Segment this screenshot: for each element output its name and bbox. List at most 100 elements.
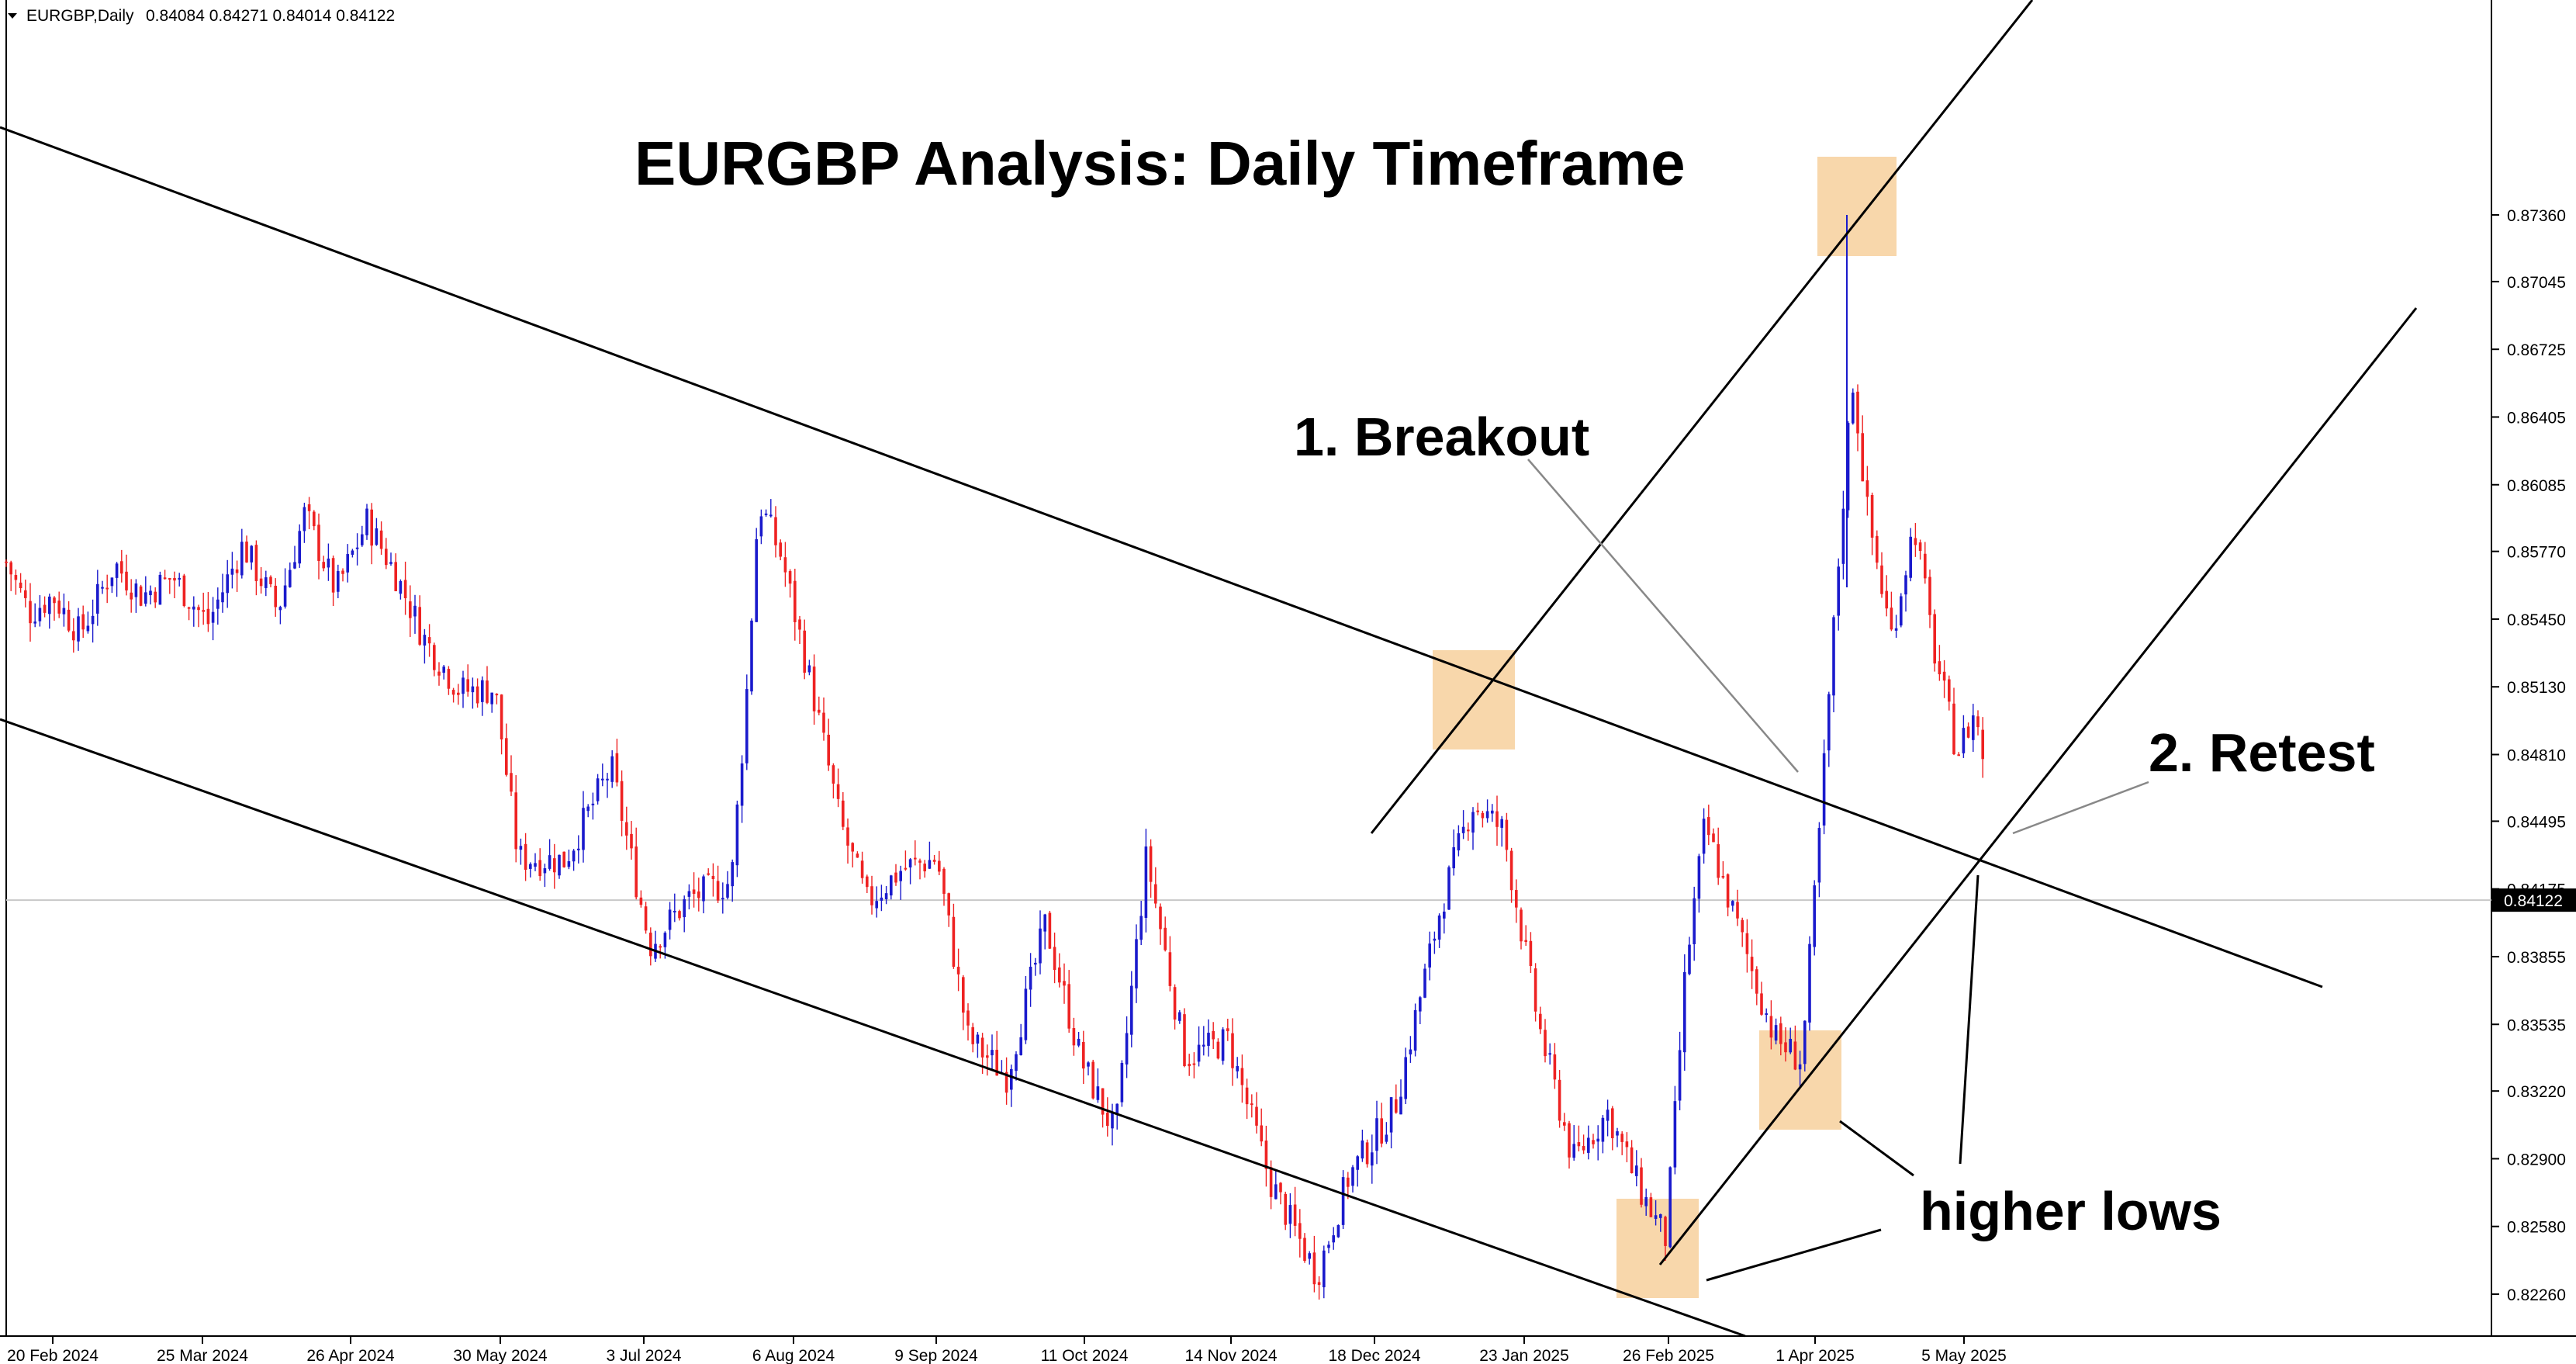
candle-body: [894, 872, 897, 883]
candle-body: [202, 610, 205, 612]
candle-body: [1697, 856, 1701, 899]
candle-body: [457, 692, 460, 695]
candle-body: [923, 864, 926, 872]
candle-body: [711, 875, 715, 880]
candles-group: [5, 215, 1984, 1300]
candle-body: [980, 1037, 984, 1058]
candle-body: [433, 645, 436, 670]
candle-body: [1683, 971, 1686, 1053]
candle-body: [639, 897, 643, 905]
candle-body: [1168, 952, 1172, 986]
candle-body: [875, 901, 878, 909]
candle-body: [663, 933, 667, 947]
candle-body: [293, 562, 296, 569]
candle-body: [1577, 1142, 1581, 1147]
candle-body: [558, 854, 561, 876]
candle-body: [928, 860, 932, 869]
candle-body: [365, 508, 368, 535]
candle-body: [918, 860, 921, 863]
candle-body: [991, 1050, 994, 1056]
candle-body: [1827, 694, 1831, 751]
candle-body: [1154, 884, 1157, 904]
candle-body: [1635, 1165, 1638, 1176]
breakout-highlight-box: [1433, 650, 1515, 750]
candle-body: [659, 946, 662, 948]
candle-body: [514, 792, 517, 850]
candle-body: [1447, 867, 1451, 910]
price-tick-label: 0.87045: [2507, 274, 2566, 292]
candle-body: [1731, 901, 1734, 906]
candle-body: [1765, 1013, 1768, 1016]
candle-body: [245, 542, 248, 563]
candle-body: [1976, 716, 1980, 728]
candle-body: [1856, 391, 1859, 434]
candle-body: [1202, 1044, 1205, 1047]
candle-body: [486, 680, 489, 703]
candle-body: [139, 586, 143, 606]
candle-body: [1524, 940, 1527, 942]
candle-body: [1423, 968, 1426, 998]
candle-body: [427, 637, 431, 644]
current-price-tag: 0.84122: [2492, 888, 2576, 912]
candle-body: [1082, 1041, 1085, 1069]
candle-body: [298, 531, 301, 564]
candle-body: [644, 906, 648, 931]
time-tick-label: 23 Jan 2025: [1479, 1347, 1569, 1364]
candle-body: [1385, 1134, 1388, 1142]
candle-body: [860, 860, 864, 878]
candle-body: [29, 601, 32, 624]
candle-body: [197, 607, 200, 611]
candle-body: [1351, 1167, 1354, 1186]
collapse-arrow-icon[interactable]: [8, 13, 17, 19]
candle-body: [687, 891, 691, 897]
candle-body: [649, 933, 652, 957]
candle-body: [914, 857, 917, 860]
candle-body: [1880, 565, 1883, 594]
candle-body: [783, 557, 787, 573]
candle-body: [1159, 906, 1162, 930]
candle-body: [317, 524, 320, 561]
candle-body: [986, 1055, 989, 1058]
candle-body: [534, 863, 537, 867]
candle-body: [355, 547, 359, 549]
candle-body: [1197, 1044, 1201, 1062]
candle-body: [192, 606, 195, 610]
candle-body: [77, 616, 80, 642]
candle-body: [1587, 1137, 1590, 1153]
current-price-tag-bg: [2492, 888, 2576, 912]
candle-body: [289, 569, 292, 587]
candle-body: [1966, 726, 1970, 738]
candle-body: [1221, 1029, 1225, 1061]
candle-body: [1115, 1103, 1119, 1113]
candle-body: [697, 891, 700, 898]
candle-body: [149, 590, 152, 596]
time-tick-label: 5 May 2025: [1921, 1347, 2007, 1364]
candle-body: [1813, 885, 1816, 947]
candle-body: [240, 542, 244, 576]
candle-body: [572, 850, 576, 862]
price-tick-label: 0.82580: [2507, 1219, 2566, 1237]
price-tick-label: 0.86085: [2507, 477, 2566, 495]
candle-body: [908, 859, 912, 867]
candle-body: [880, 897, 883, 901]
candle-body: [1520, 909, 1523, 942]
candle-body: [471, 686, 475, 693]
candle-body: [1106, 1113, 1109, 1127]
higher-lows-pointer-upper: [1839, 1120, 1914, 1177]
candle-body: [385, 549, 388, 566]
candle-body: [475, 686, 479, 704]
candle-body: [130, 592, 133, 600]
candle-body: [38, 608, 42, 621]
candle-body: [1515, 890, 1518, 908]
candle-body: [481, 680, 484, 702]
candle-body: [1942, 671, 1946, 681]
candle-body: [466, 679, 469, 692]
candle-body: [57, 601, 61, 614]
candle-body: [1130, 985, 1133, 1035]
candle-body: [278, 607, 282, 611]
candle-body: [1341, 1177, 1345, 1225]
candle-body: [1365, 1142, 1369, 1165]
candle-body: [1010, 1068, 1013, 1090]
candle-body: [1048, 912, 1052, 949]
time-tick-label: 11 Oct 2024: [1041, 1347, 1129, 1364]
